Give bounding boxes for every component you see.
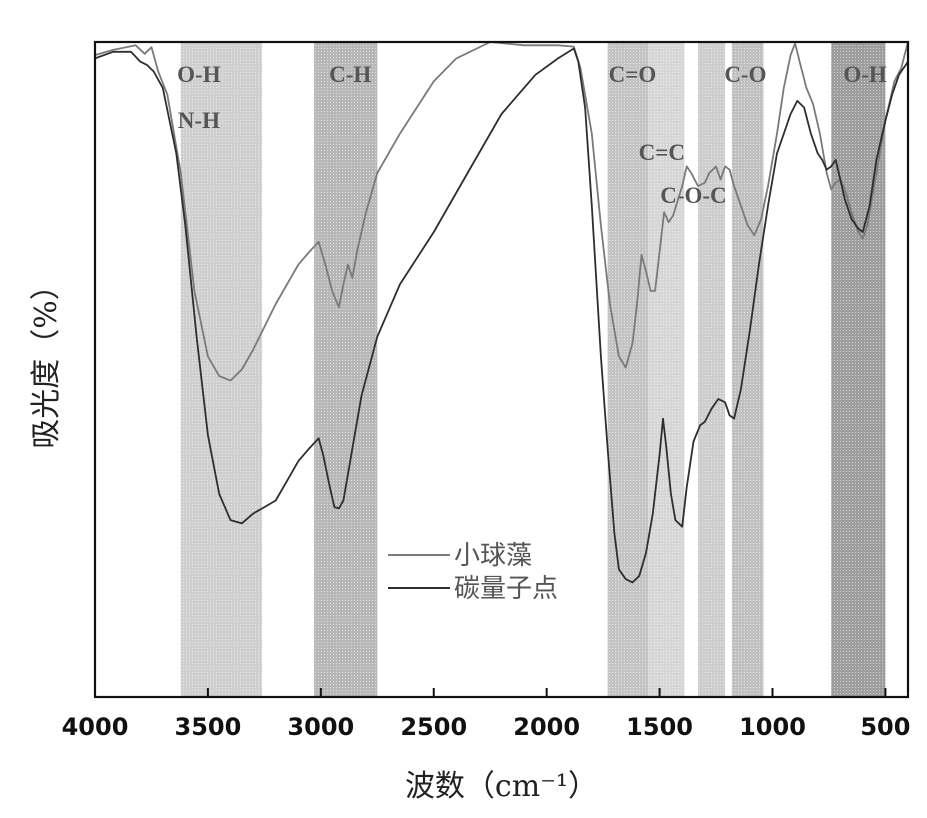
band-label-5-0: C-O	[724, 62, 766, 87]
band-texture-5	[732, 42, 764, 697]
band-texture-4	[698, 42, 725, 697]
band-label-0-1: N-H	[178, 108, 220, 133]
band-label-6-0: O-H	[843, 62, 887, 87]
band-texture-6	[831, 42, 885, 697]
x-tick-label-3: 2500	[400, 713, 467, 741]
y-axis-title: 吸光度（%）	[29, 270, 64, 449]
band-label-1-0: C-H	[329, 62, 371, 87]
x-tick-label-1: 3500	[175, 713, 242, 741]
band-texture-0	[181, 42, 262, 697]
legend: 小球藻碳量子点	[388, 541, 558, 604]
band-label-4-0: C-O-C	[660, 183, 726, 208]
band-labels: O-H N-H C-H C=O C=C C-O-C C-O O-H	[177, 62, 887, 208]
x-axis-title: 波数（cm⁻¹）	[405, 769, 598, 804]
x-tick-label-4: 2000	[513, 713, 580, 741]
legend-label-1: 碳量子点	[454, 574, 558, 604]
legend-label-0: 小球藻	[454, 541, 532, 571]
band-label-2-0: C=O	[609, 62, 657, 87]
x-tick-label-7: 500	[860, 713, 910, 741]
x-tick-label-5: 1500	[626, 713, 693, 741]
x-tick-label-0: 4000	[62, 713, 129, 741]
band-label-3-0: C=C	[639, 140, 685, 165]
band-label-0-0: O-H	[177, 62, 221, 87]
x-tick-label-6: 1000	[739, 713, 806, 741]
x-tick-label-2: 3000	[287, 713, 354, 741]
